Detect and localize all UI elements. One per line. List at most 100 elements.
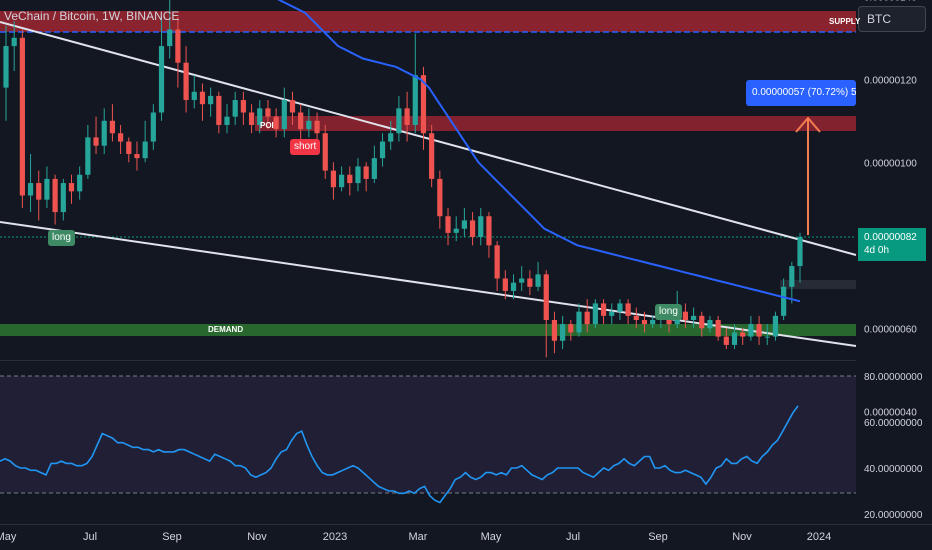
candle-body: [27, 183, 34, 196]
candle: [420, 66, 427, 150]
measure-arrow-head: [795, 116, 821, 133]
demand-zone: [0, 324, 856, 336]
candle-body: [232, 100, 238, 117]
candle: [142, 120, 148, 163]
candle: [281, 87, 287, 138]
candle: [527, 270, 533, 296]
candle-body: [690, 315, 697, 320]
candle-body: [731, 332, 738, 345]
candle-body: [469, 220, 476, 237]
candle: [748, 315, 754, 341]
short-signal: short: [290, 139, 321, 155]
candle: [576, 303, 582, 337]
rsi-tick-label: 60.00000000: [864, 418, 923, 429]
candle: [191, 75, 197, 109]
candle: [158, 17, 165, 121]
candle: [690, 307, 697, 329]
candle: [641, 311, 648, 333]
candle-body: [584, 311, 590, 325]
candle-body: [363, 166, 369, 179]
lower-trendline: [0, 221, 857, 347]
candle: [240, 91, 246, 125]
candle: [257, 100, 263, 134]
candle-body: [257, 108, 263, 125]
candle: [429, 124, 435, 188]
candle-body: [19, 37, 25, 196]
candle: [715, 315, 721, 341]
candle-body: [68, 183, 75, 192]
time-tick-label: Nov: [247, 531, 267, 543]
candle-body: [379, 141, 386, 159]
candle-body: [167, 29, 173, 47]
last-price-countdown: 4d 0h: [864, 245, 890, 256]
candle-body: [248, 112, 255, 125]
poi-zone: [255, 116, 856, 131]
candle: [167, 0, 173, 59]
candle-body: [420, 75, 427, 134]
candle-body: [77, 174, 83, 192]
candle: [68, 174, 75, 204]
demand-zone-label: DEMAND: [208, 325, 244, 334]
candle: [224, 104, 230, 134]
candle-body: [240, 100, 246, 113]
candle: [208, 87, 214, 117]
time-tick-label: May: [481, 531, 502, 543]
time-tick-label: Nov: [732, 531, 752, 543]
candle-body: [208, 95, 214, 105]
supply-zone-label: SUPPLY: [829, 17, 861, 26]
candle-body: [404, 108, 410, 125]
supply-zone: [0, 11, 856, 32]
candle: [740, 328, 746, 345]
candle: [355, 158, 361, 192]
candle: [543, 270, 549, 358]
candle: [232, 91, 238, 125]
range-box: [780, 280, 856, 289]
time-axis-border: [0, 524, 932, 525]
candle-body: [699, 315, 705, 329]
candle: [412, 33, 418, 134]
candle: [682, 303, 689, 329]
rsi-band-fill: [0, 376, 856, 493]
candle: [101, 108, 107, 154]
candle-body: [306, 120, 312, 130]
candle-body: [494, 245, 500, 279]
candle: [347, 166, 353, 196]
candle-body: [641, 320, 648, 325]
candle-body: [44, 178, 50, 200]
candle-body: [199, 91, 206, 105]
candle-body: [11, 37, 17, 47]
candle: [797, 232, 803, 283]
currency-button[interactable]: BTC: [858, 6, 926, 32]
candle: [126, 137, 132, 163]
candle-body: [101, 120, 107, 146]
price-tick-label: 0.00000140: [864, 0, 917, 3]
candle-body: [396, 108, 402, 134]
candle: [478, 207, 484, 246]
candle-body: [478, 216, 484, 237]
rsi-tick-label: 80.00000000: [864, 372, 923, 383]
candle: [723, 328, 729, 350]
candle-body: [175, 29, 181, 63]
candle: [486, 212, 492, 258]
candle: [772, 311, 779, 341]
candle-body: [371, 158, 377, 179]
time-tick-label: Mar: [409, 531, 428, 543]
long-signal-2: long: [655, 304, 682, 320]
time-tick-label: Jul: [566, 531, 580, 543]
candle: [314, 112, 320, 142]
candle: [650, 315, 656, 329]
candle-body: [93, 137, 99, 146]
candle-body: [682, 311, 689, 320]
time-tick-label: 2024: [807, 531, 831, 543]
candle-body: [453, 228, 459, 233]
candle: [199, 83, 206, 121]
time-tick-label: Jul: [83, 531, 97, 543]
candle: [494, 241, 500, 291]
candle: [322, 124, 328, 179]
candle-body: [265, 108, 271, 117]
candle-body: [273, 116, 279, 130]
candle: [731, 324, 738, 350]
candle-body: [510, 282, 517, 291]
price-tick-label: 0.00000100: [864, 158, 917, 169]
time-tick-label: 2023: [323, 531, 347, 543]
